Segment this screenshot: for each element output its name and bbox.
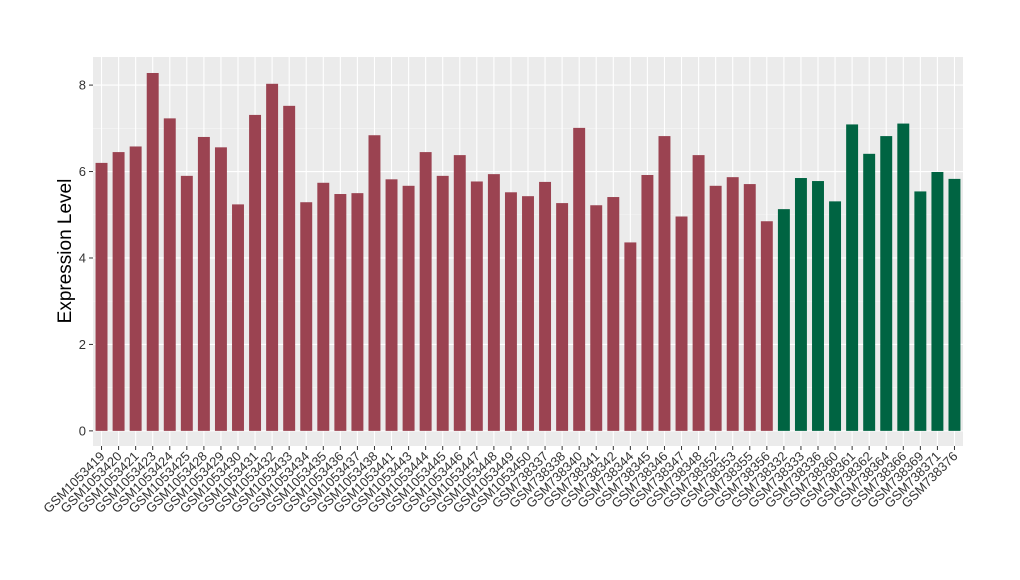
bar-GSM1053436 [334, 194, 347, 431]
y-tick-label: 8 [79, 78, 86, 93]
bar-GSM738376 [948, 178, 961, 431]
bar-GSM738355 [743, 184, 756, 431]
y-axis-title: Expression Level [55, 179, 76, 324]
bar-GSM1053419 [95, 162, 108, 431]
bar-GSM1053446 [453, 155, 466, 431]
bar-GSM1053428 [197, 136, 210, 431]
bar-GSM738342 [607, 197, 620, 431]
bar-GSM738364 [880, 136, 893, 431]
bar-GSM1053424 [163, 118, 176, 431]
bar-GSM1053437 [351, 193, 364, 431]
bar-GSM738340 [573, 127, 586, 431]
bar-GSM738333 [794, 178, 807, 431]
bar-GSM738371 [931, 171, 944, 431]
bar-GSM738338 [556, 203, 569, 431]
bar-GSM738361 [846, 124, 859, 431]
bar-GSM738362 [863, 153, 876, 431]
bar-GSM1053429 [214, 147, 227, 431]
bar-GSM1053438 [368, 135, 381, 431]
y-tick-label: 4 [79, 250, 86, 265]
bar-GSM1053423 [146, 72, 159, 431]
bar-GSM1053444 [419, 152, 432, 431]
y-tick-label: 2 [79, 337, 86, 352]
bar-GSM738336 [812, 181, 824, 431]
bar-GSM1053449 [504, 192, 517, 431]
bar-GSM1053447 [470, 181, 483, 431]
bar-GSM1053421 [129, 146, 142, 431]
y-tick-label: 6 [79, 164, 86, 179]
bar-GSM738352 [709, 185, 722, 431]
bar-GSM738356 [760, 221, 773, 431]
bar-GSM738360 [829, 201, 842, 431]
bar-GSM738332 [777, 209, 790, 431]
bar-GSM1053441 [385, 179, 398, 431]
bar-GSM738369 [914, 191, 927, 431]
bars [95, 72, 961, 431]
bar-GSM738341 [590, 205, 603, 431]
y-axis: 0 2 4 6 8 [79, 78, 93, 438]
bar-GSM1053430 [232, 204, 244, 431]
bar-GSM1053431 [249, 114, 262, 431]
bar-GSM738345 [641, 174, 654, 431]
bar-GSM738366 [897, 123, 910, 431]
bar-GSM1053432 [266, 83, 279, 431]
bar-GSM1053445 [436, 175, 449, 431]
bar-GSM1053435 [317, 182, 330, 431]
bar-GSM738347 [675, 216, 688, 431]
bar-GSM738353 [726, 177, 739, 431]
bar-GSM1053433 [283, 105, 296, 431]
bar-GSM1053448 [487, 174, 500, 431]
bar-GSM738348 [692, 155, 705, 431]
bar-GSM1053425 [180, 175, 193, 431]
x-axis: GSM1053419GSM1053420GSM1053421GSM1053423… [40, 446, 961, 516]
bar-GSM738346 [658, 136, 671, 431]
bar-GSM738344 [624, 242, 637, 431]
bar-GSM1053450 [522, 196, 534, 431]
bar-GSM1053420 [112, 152, 125, 431]
bar-GSM1053434 [300, 202, 313, 431]
bar-GSM1053443 [402, 185, 415, 431]
bar-GSM738337 [539, 181, 552, 431]
y-tick-label: 0 [79, 423, 86, 438]
